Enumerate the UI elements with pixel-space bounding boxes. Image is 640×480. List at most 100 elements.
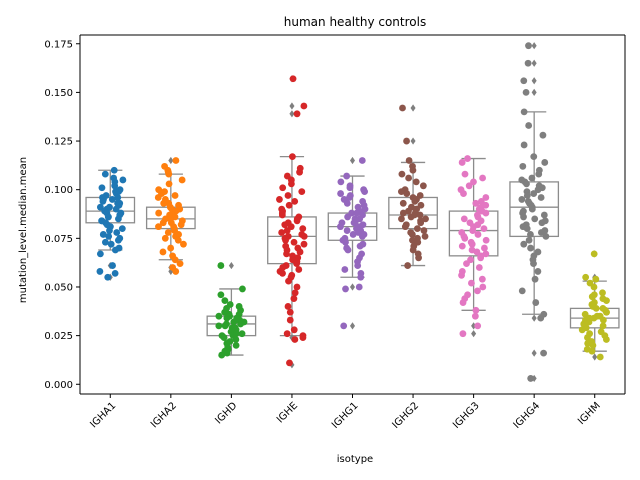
data-point bbox=[398, 188, 405, 196]
data-point bbox=[357, 273, 365, 281]
y-tick-label: 0.050 bbox=[44, 282, 73, 293]
data-point bbox=[523, 180, 530, 188]
data-point bbox=[464, 155, 471, 162]
data-point bbox=[519, 162, 527, 170]
data-point bbox=[118, 225, 126, 233]
data-point bbox=[602, 336, 610, 343]
outlier-marker bbox=[531, 349, 537, 357]
data-point bbox=[399, 104, 406, 112]
x-tick-label: IGHG1 bbox=[330, 400, 361, 431]
outlier-marker bbox=[531, 42, 537, 50]
data-point bbox=[537, 194, 545, 201]
data-point bbox=[160, 199, 168, 207]
data-point bbox=[480, 225, 488, 233]
data-point bbox=[407, 213, 415, 221]
data-point bbox=[344, 246, 352, 254]
data-point bbox=[525, 42, 532, 50]
data-point bbox=[603, 297, 610, 305]
data-point bbox=[296, 248, 304, 256]
data-point bbox=[522, 89, 530, 96]
data-point bbox=[520, 213, 527, 221]
data-point bbox=[176, 260, 184, 268]
data-point bbox=[341, 266, 349, 273]
data-point bbox=[540, 211, 548, 219]
data-point bbox=[105, 213, 112, 221]
data-point bbox=[159, 219, 167, 227]
y-tick-label: 0.150 bbox=[44, 88, 73, 99]
data-point bbox=[459, 299, 467, 306]
data-point bbox=[405, 174, 413, 182]
outlier-marker bbox=[592, 353, 598, 361]
y-tick-label: 0.000 bbox=[44, 380, 73, 391]
data-point bbox=[458, 242, 466, 250]
data-point bbox=[110, 166, 118, 174]
data-point bbox=[525, 122, 533, 129]
x-tick-label: IGHA2 bbox=[149, 400, 179, 430]
data-point bbox=[232, 341, 240, 349]
data-point bbox=[538, 219, 546, 227]
data-point bbox=[215, 312, 223, 320]
chart-title: human healthy controls bbox=[284, 15, 426, 29]
data-point bbox=[468, 240, 476, 248]
data-point bbox=[534, 186, 542, 194]
data-point bbox=[300, 240, 308, 248]
data-point bbox=[399, 209, 407, 217]
data-point bbox=[288, 180, 295, 188]
outlier-marker bbox=[289, 102, 295, 110]
data-point bbox=[172, 268, 180, 275]
data-point bbox=[101, 238, 109, 246]
data-point bbox=[354, 262, 362, 269]
data-point bbox=[337, 178, 345, 186]
x-tick-label: IGHG3 bbox=[451, 400, 482, 431]
data-point bbox=[482, 209, 490, 217]
data-point bbox=[525, 236, 533, 244]
data-point bbox=[404, 262, 412, 269]
data-point bbox=[107, 240, 115, 248]
data-point bbox=[361, 205, 369, 213]
data-point bbox=[405, 207, 412, 215]
data-point bbox=[111, 246, 119, 254]
data-point bbox=[469, 227, 477, 234]
data-point bbox=[409, 166, 417, 174]
data-point bbox=[409, 236, 416, 244]
data-point bbox=[413, 225, 421, 233]
data-point bbox=[481, 244, 488, 252]
x-tick-label: IGHD bbox=[213, 400, 239, 426]
data-point bbox=[285, 201, 293, 209]
data-point bbox=[177, 221, 185, 229]
outlier-marker bbox=[349, 156, 356, 165]
data-point bbox=[99, 231, 107, 238]
data-point bbox=[468, 279, 475, 287]
outlier-marker bbox=[531, 88, 537, 97]
data-point bbox=[220, 334, 228, 341]
data-point bbox=[589, 341, 597, 349]
data-point bbox=[109, 262, 116, 269]
data-point bbox=[285, 277, 292, 285]
data-point bbox=[420, 227, 428, 234]
data-point bbox=[523, 192, 531, 199]
data-point bbox=[155, 223, 162, 231]
data-point bbox=[524, 59, 532, 67]
data-point bbox=[482, 236, 490, 244]
data-point bbox=[592, 304, 600, 312]
data-point bbox=[537, 229, 545, 236]
outlier-marker bbox=[349, 283, 356, 291]
data-point bbox=[531, 275, 539, 283]
data-point bbox=[342, 285, 349, 293]
data-point bbox=[98, 184, 106, 192]
data-point bbox=[582, 273, 590, 281]
data-point bbox=[115, 215, 122, 223]
data-point bbox=[346, 194, 353, 201]
data-point bbox=[599, 289, 606, 297]
data-point bbox=[286, 316, 294, 324]
data-point bbox=[518, 196, 526, 203]
data-point bbox=[167, 244, 175, 252]
data-point bbox=[458, 159, 466, 166]
data-point bbox=[600, 316, 607, 324]
data-point bbox=[161, 234, 169, 242]
data-point bbox=[482, 194, 490, 201]
data-point bbox=[421, 232, 429, 240]
data-point bbox=[165, 170, 173, 178]
data-point bbox=[474, 287, 481, 295]
data-point bbox=[155, 209, 163, 217]
